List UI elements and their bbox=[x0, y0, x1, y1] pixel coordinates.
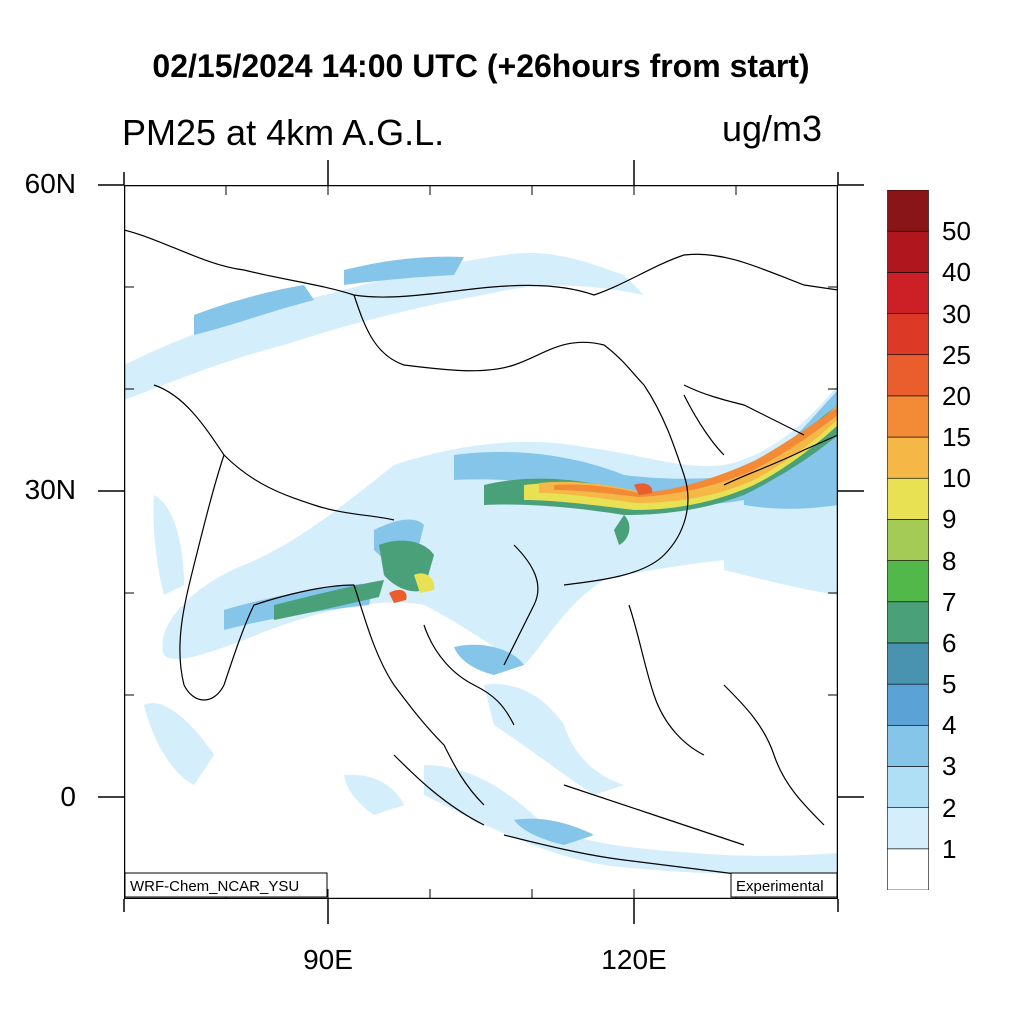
legend-swatch bbox=[887, 436, 929, 479]
legend-label: 6 bbox=[942, 627, 957, 658]
legend-label: 5 bbox=[942, 669, 957, 700]
legend-label: 8 bbox=[942, 545, 957, 576]
legend-label: 50 bbox=[942, 216, 971, 247]
coastlines bbox=[124, 229, 838, 878]
lat-label-0: 0 bbox=[60, 781, 76, 812]
legend-label: 20 bbox=[942, 380, 971, 411]
legend-label: 40 bbox=[942, 257, 971, 288]
field-subtitle: PM25 at 4km A.G.L. bbox=[122, 112, 445, 153]
chart-title: 02/15/2024 14:00 UTC (+26hours from star… bbox=[152, 48, 810, 84]
legend-label: 9 bbox=[942, 504, 957, 535]
legend-label: 1 bbox=[942, 833, 957, 864]
legend-swatch bbox=[887, 395, 929, 438]
legend-swatch bbox=[887, 190, 929, 232]
legend-swatch bbox=[887, 848, 929, 890]
legend-label: 2 bbox=[942, 792, 957, 823]
legend-swatch bbox=[887, 807, 929, 850]
legend-label: 30 bbox=[942, 298, 971, 329]
pm25-shading-high bbox=[389, 405, 838, 603]
lat-label-30n: 30N bbox=[24, 474, 76, 505]
legend-label: 7 bbox=[942, 586, 957, 617]
legend-swatch bbox=[887, 683, 929, 726]
legend-swatch bbox=[887, 313, 929, 356]
legend-label: 10 bbox=[942, 463, 971, 494]
legend-swatch bbox=[887, 477, 929, 520]
legend-label: 15 bbox=[942, 422, 971, 453]
legend-swatch bbox=[887, 272, 929, 314]
legend-label: 3 bbox=[942, 751, 957, 782]
lat-label-60n: 60N bbox=[24, 168, 76, 199]
legend-label: 25 bbox=[942, 339, 971, 370]
legend-swatch bbox=[887, 560, 929, 603]
map-panel bbox=[123, 184, 839, 900]
legend-swatch bbox=[887, 601, 929, 644]
units-label: ug/m3 bbox=[722, 108, 823, 149]
legend-swatch bbox=[887, 724, 929, 767]
legend-label: 4 bbox=[942, 710, 957, 741]
lon-label-120e: 120E bbox=[601, 944, 667, 975]
lon-label-90e: 90E bbox=[303, 944, 353, 975]
legend-swatch bbox=[887, 354, 929, 397]
pm25-map bbox=[123, 184, 839, 900]
legend-colorbar bbox=[887, 190, 929, 890]
legend-swatch bbox=[887, 642, 929, 685]
legend-swatch bbox=[887, 230, 929, 273]
legend-swatch bbox=[887, 766, 929, 808]
legend-swatch bbox=[887, 519, 929, 561]
